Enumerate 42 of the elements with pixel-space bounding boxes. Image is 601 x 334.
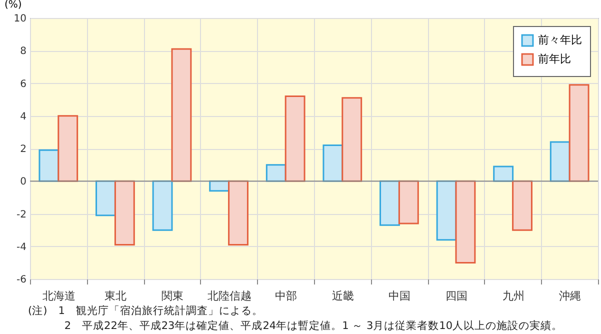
bar [284, 96, 306, 182]
y-tick-label: -2 [16, 209, 26, 220]
bar [96, 180, 116, 216]
x-tick-label: 近畿 [332, 290, 354, 302]
y-tick-label: 10 [14, 14, 26, 24]
y-tick-label: -6 [16, 274, 26, 286]
bar [455, 180, 476, 264]
y-tick-label: 8 [20, 46, 26, 58]
bar [228, 180, 248, 246]
bar [171, 48, 192, 182]
bar [493, 166, 514, 182]
x-tick-label: 関東 [162, 290, 184, 302]
bar [58, 115, 78, 182]
y-tick-label: 4 [20, 111, 26, 122]
bar [436, 180, 457, 241]
x-tick-label: 東北 [104, 290, 127, 302]
x-tick-label: 中国 [388, 290, 411, 302]
x-tick-label: 四国 [446, 290, 468, 302]
legend-label: 前年比 [538, 52, 571, 66]
x-tick-label: 九州 [502, 290, 524, 302]
bar [38, 149, 60, 182]
bar [152, 180, 173, 231]
bar [380, 180, 400, 226]
y-axis-title: (%) [4, 0, 22, 10]
bar [322, 144, 344, 182]
y-tick-label: -4 [16, 242, 26, 253]
x-tick-label: 沖縄 [559, 290, 582, 302]
x-tick-label: 北陸信越 [207, 290, 252, 302]
bar [342, 97, 362, 182]
x-tick-label: 中部 [275, 290, 298, 302]
bar [512, 180, 532, 231]
y-tick-label: 6 [20, 78, 26, 90]
legend-label: 前々年比 [538, 34, 582, 46]
y-tick-label: 0 [20, 176, 26, 188]
bar [568, 84, 590, 182]
bar [398, 180, 419, 224]
text: 2 平成22年、平成23年は確定値、平成24年は暫定値。1 ～ 3月は従業者数10人以上の施設の実績。 [64, 320, 562, 332]
bar [550, 141, 570, 182]
bar [114, 180, 135, 246]
text: (注) 1 観光庁「宿泊旅行統計調査」による。 [28, 305, 263, 317]
y-tick-label: 2 [20, 144, 26, 155]
x-tick-label: 北海道 [42, 290, 76, 302]
